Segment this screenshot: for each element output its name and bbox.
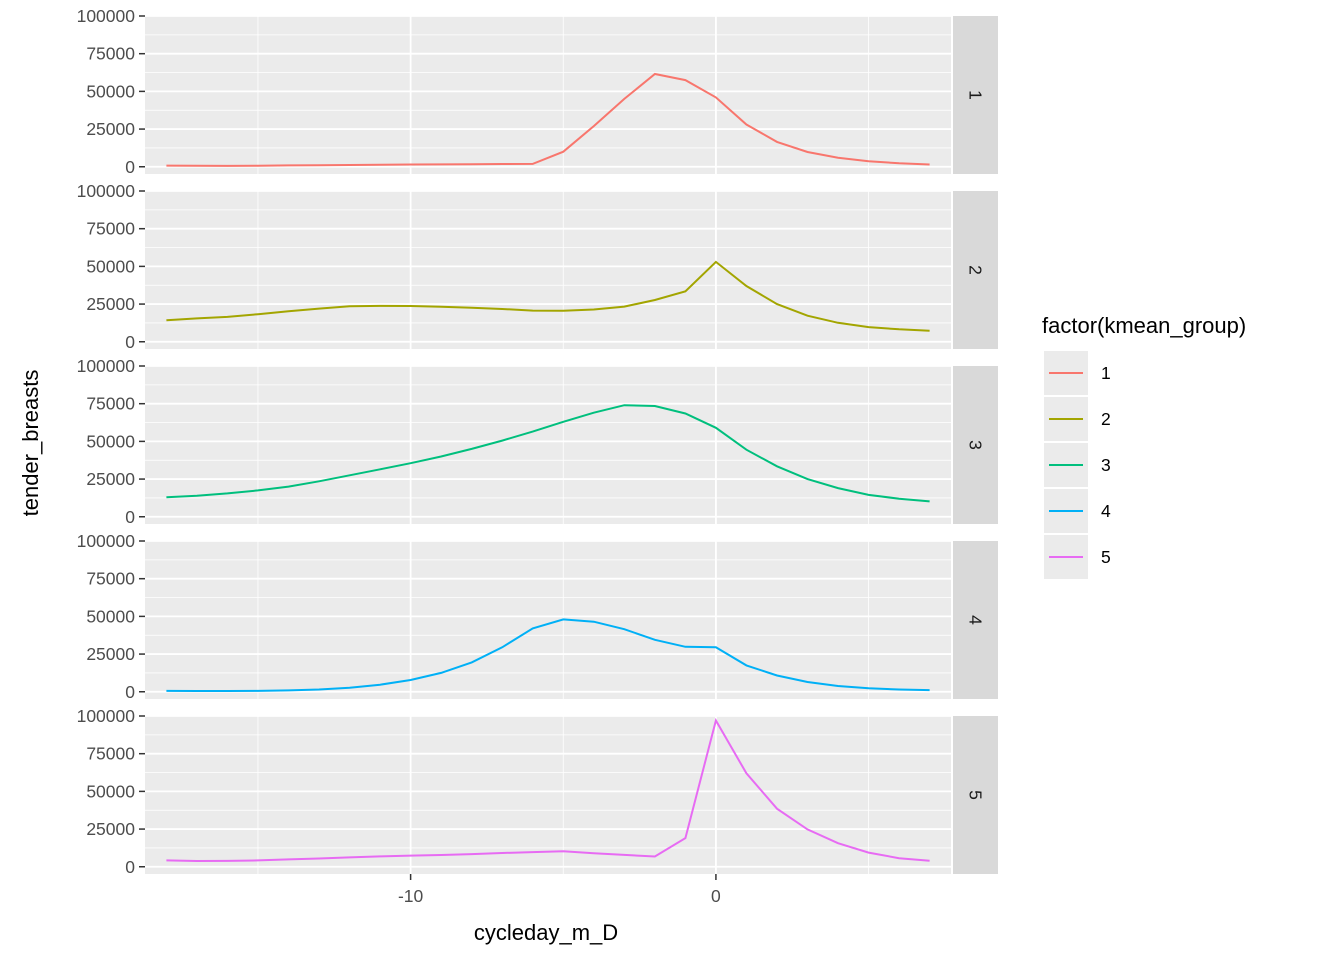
legend-title: factor(kmean_group) (1042, 313, 1246, 338)
y-tick-label: 50000 (86, 781, 135, 801)
facet-strip (953, 16, 998, 174)
y-tick-label: 100000 (77, 181, 136, 201)
facet-panel-4: 0 25000 50000 75000 100000 4 (77, 531, 998, 702)
facet-strip-label: 1 (966, 90, 986, 100)
legend-entry-1: 1 (1044, 351, 1111, 395)
y-tick-label: 75000 (86, 44, 135, 64)
y-tick-label: 100000 (77, 706, 136, 726)
series-line-4 (166, 618, 930, 692)
facet-strip-label: 2 (966, 265, 986, 275)
x-tick-label: -10 (398, 886, 424, 906)
y-tick-label: 100000 (77, 6, 136, 26)
panel-background (145, 716, 951, 874)
y-tick-label: 0 (125, 332, 135, 352)
facet-strip-label: 4 (966, 615, 986, 625)
series-line-5 (166, 717, 930, 863)
legend-label: 5 (1101, 547, 1111, 567)
legend-entry-3: 3 (1044, 443, 1111, 487)
x-axis: -10 0 (398, 874, 721, 906)
facet-strip (953, 366, 998, 524)
legend-entry-2: 2 (1044, 397, 1111, 441)
legend-label: 1 (1101, 363, 1111, 383)
x-tick-label: 0 (711, 886, 721, 906)
y-tick-label: 0 (125, 682, 135, 702)
facet-strip (953, 191, 998, 349)
y-tick-label: 0 (125, 157, 135, 177)
facet-panel-2: 0 25000 50000 75000 100000 2 (77, 181, 998, 352)
facet-strip-label: 5 (966, 790, 986, 800)
series-line-2 (166, 260, 930, 332)
y-tick-label: 50000 (86, 256, 135, 276)
y-tick-label: 0 (125, 857, 135, 877)
y-tick-label: 75000 (86, 394, 135, 414)
y-tick-label: 25000 (86, 119, 135, 139)
facet-strip (953, 541, 998, 699)
y-tick-label: 25000 (86, 644, 135, 664)
panel-background (145, 366, 951, 524)
panel-background (145, 16, 951, 174)
facet-panel-3: 0 25000 50000 75000 100000 3 (77, 356, 998, 527)
panel-background (145, 191, 951, 349)
series-line-1 (166, 72, 930, 167)
facet-panel-1: 0 25000 50000 75000 100000 1 (77, 6, 998, 177)
y-tick-label: 0 (125, 507, 135, 527)
x-axis-label: cycleday_m_D (474, 920, 618, 945)
legend-label: 4 (1101, 501, 1111, 521)
legend-entry-4: 4 (1044, 489, 1111, 533)
y-tick-label: 50000 (86, 81, 135, 101)
legend-label: 3 (1101, 455, 1111, 475)
y-tick-label: 75000 (86, 744, 135, 764)
legend-label: 2 (1101, 409, 1111, 429)
y-tick-label: 100000 (77, 531, 136, 551)
facet-strip (953, 716, 998, 874)
y-tick-label: 25000 (86, 819, 135, 839)
y-tick-label: 25000 (86, 469, 135, 489)
legend-entry-5: 5 (1044, 535, 1111, 579)
y-tick-label: 75000 (86, 219, 135, 239)
panel-background (145, 541, 951, 699)
series-line-3 (166, 404, 930, 503)
y-tick-label: 75000 (86, 569, 135, 589)
y-axis-label: tender_breasts (18, 370, 43, 517)
facet-panels: 0250005000075000100000102500050000750001… (77, 6, 998, 906)
legend: factor(kmean_group) 1 2 3 4 5 (1042, 313, 1246, 579)
y-tick-label: 100000 (77, 356, 136, 376)
y-tick-label: 50000 (86, 431, 135, 451)
y-tick-label: 25000 (86, 294, 135, 314)
y-tick-label: 50000 (86, 606, 135, 626)
facet-strip-label: 3 (966, 440, 986, 450)
facet-panel-5: 0 25000 50000 75000 100000 5 (77, 706, 998, 877)
